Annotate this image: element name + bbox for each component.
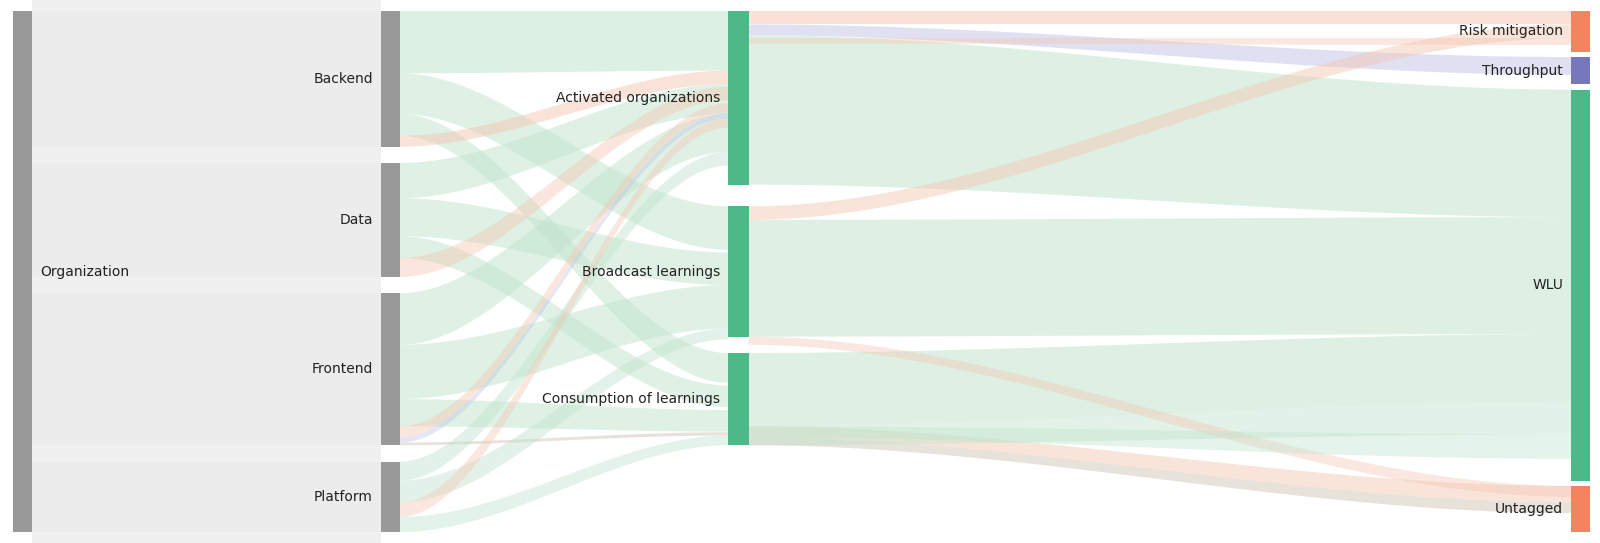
- Polygon shape: [381, 463, 400, 531]
- Polygon shape: [749, 337, 1571, 497]
- Polygon shape: [13, 11, 32, 532]
- Polygon shape: [32, 163, 381, 277]
- Polygon shape: [749, 35, 1571, 217]
- Polygon shape: [400, 71, 728, 147]
- Text: Untagged: Untagged: [1494, 502, 1563, 516]
- Polygon shape: [1571, 58, 1590, 83]
- Polygon shape: [381, 163, 400, 277]
- Polygon shape: [381, 165, 400, 275]
- Polygon shape: [381, 12, 400, 145]
- Text: Frontend: Frontend: [312, 362, 373, 376]
- Polygon shape: [400, 103, 728, 437]
- Text: Data: Data: [339, 213, 373, 227]
- Polygon shape: [400, 435, 728, 532]
- Polygon shape: [400, 432, 728, 445]
- Polygon shape: [1571, 487, 1590, 531]
- Polygon shape: [749, 402, 1571, 445]
- Polygon shape: [400, 84, 728, 198]
- Polygon shape: [1571, 90, 1590, 481]
- Polygon shape: [400, 11, 728, 73]
- Text: Consumption of learnings: Consumption of learnings: [542, 392, 720, 406]
- Polygon shape: [381, 293, 400, 445]
- Polygon shape: [32, 0, 381, 543]
- Polygon shape: [1571, 91, 1590, 479]
- Polygon shape: [32, 462, 381, 532]
- Polygon shape: [400, 113, 728, 443]
- Text: Broadcast learnings: Broadcast learnings: [582, 264, 720, 279]
- Polygon shape: [728, 208, 749, 335]
- Polygon shape: [400, 114, 728, 383]
- Polygon shape: [381, 295, 400, 444]
- Polygon shape: [32, 11, 381, 147]
- Polygon shape: [728, 355, 749, 444]
- Text: Backend: Backend: [314, 72, 373, 86]
- Text: WLU: WLU: [1533, 278, 1563, 292]
- Polygon shape: [749, 24, 1571, 220]
- Polygon shape: [749, 11, 1571, 24]
- Polygon shape: [400, 87, 728, 277]
- Polygon shape: [749, 24, 1571, 75]
- Polygon shape: [400, 236, 728, 407]
- Polygon shape: [749, 217, 1571, 337]
- Polygon shape: [32, 293, 381, 445]
- Text: Throughput: Throughput: [1483, 64, 1563, 78]
- Polygon shape: [400, 73, 728, 250]
- Polygon shape: [1571, 11, 1590, 52]
- Polygon shape: [400, 329, 728, 502]
- Polygon shape: [400, 114, 728, 345]
- Polygon shape: [728, 11, 749, 185]
- Text: Organization: Organization: [40, 264, 130, 279]
- Polygon shape: [400, 399, 728, 432]
- Polygon shape: [749, 426, 1571, 459]
- Polygon shape: [749, 334, 1571, 426]
- Polygon shape: [728, 206, 749, 337]
- Polygon shape: [1571, 57, 1590, 84]
- Polygon shape: [381, 11, 400, 147]
- Polygon shape: [13, 11, 32, 532]
- Polygon shape: [749, 437, 1571, 513]
- Text: Risk mitigation: Risk mitigation: [1459, 24, 1563, 38]
- Polygon shape: [381, 462, 400, 532]
- Polygon shape: [400, 118, 728, 517]
- Text: Activated organizations: Activated organizations: [555, 91, 720, 105]
- Polygon shape: [728, 12, 749, 183]
- Polygon shape: [400, 152, 728, 481]
- Polygon shape: [400, 198, 728, 285]
- Polygon shape: [749, 426, 1571, 502]
- Text: Platform: Platform: [314, 490, 373, 504]
- Polygon shape: [1571, 486, 1590, 532]
- Polygon shape: [728, 353, 749, 445]
- Polygon shape: [1571, 12, 1590, 50]
- Polygon shape: [749, 38, 1571, 45]
- Polygon shape: [400, 285, 728, 399]
